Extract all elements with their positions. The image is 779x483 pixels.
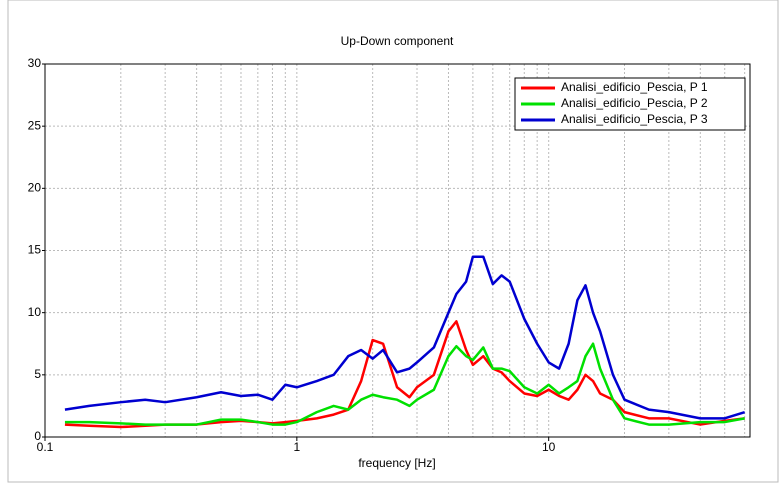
x-tick-label: 10 [542, 440, 556, 454]
panel [7, 0, 779, 483]
y-tick-label: 25 [28, 118, 42, 132]
x-axis-label: frequency [Hz] [358, 456, 435, 470]
x-tick-label: 1 [294, 440, 301, 454]
legend-label: Analisi_edificio_Pescia, P 3 [561, 112, 708, 126]
series-line [64, 255, 746, 420]
plot-frame [44, 63, 751, 438]
chart-title: Up-Down component [341, 34, 454, 48]
y-tick-label: 20 [28, 181, 42, 195]
legend-label: Analisi_edificio_Pescia, P 1 [561, 80, 708, 94]
legend-label: Analisi_edificio_Pescia, P 2 [561, 96, 708, 110]
y-tick-label: 10 [28, 305, 42, 319]
y-tick-label: 15 [28, 243, 42, 257]
x-tick-label: 0.1 [37, 440, 54, 454]
y-tick-label: 5 [34, 367, 41, 381]
series-line [64, 342, 745, 426]
y-tick-label: 30 [28, 56, 42, 70]
y-tick-label: 0 [34, 429, 41, 443]
